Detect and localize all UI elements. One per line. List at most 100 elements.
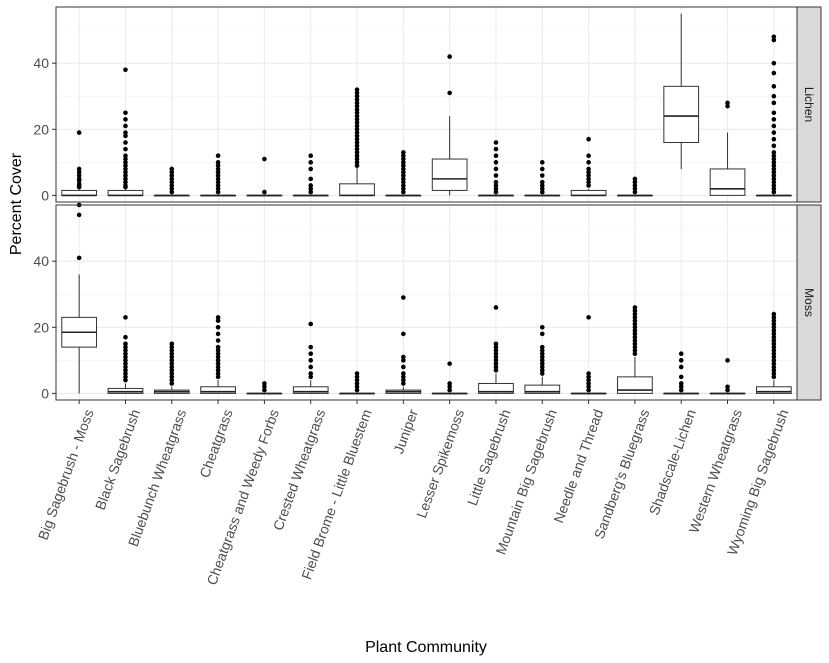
outlier-point <box>169 371 175 376</box>
outlier-point <box>123 361 128 366</box>
outlier-point <box>308 186 314 192</box>
outlier-point <box>632 311 638 317</box>
box-16 <box>755 34 792 197</box>
box-10 <box>478 305 514 394</box>
outlier-point <box>493 166 499 172</box>
x-tick-label: Needle and Thread <box>550 407 606 525</box>
box-5 <box>246 381 283 395</box>
y-tick-label: 40 <box>33 253 49 269</box>
outlier-point <box>539 179 545 185</box>
outlier-point <box>354 156 360 162</box>
outlier-point <box>354 136 360 142</box>
outlier-point <box>539 186 545 192</box>
box-8 <box>385 150 422 197</box>
outlier-point <box>771 136 777 142</box>
box-iqr <box>431 158 468 191</box>
outlier-point <box>632 341 638 347</box>
outlier-point <box>401 179 406 185</box>
y-tick-label: 20 <box>33 121 49 137</box>
box-9 <box>431 361 468 395</box>
outlier-point <box>123 354 128 360</box>
outlier-point <box>493 341 499 347</box>
outlier-point <box>308 183 314 188</box>
outlier-point <box>771 324 777 330</box>
panel-moss: Moss 0 20 40 <box>33 202 822 401</box>
outlier-point <box>771 186 777 192</box>
outlier-point <box>771 364 777 370</box>
outlier-point <box>771 37 777 43</box>
box-16 <box>755 311 792 394</box>
outlier-point <box>308 153 314 159</box>
outlier-point <box>493 173 499 178</box>
outlier-point <box>632 176 638 182</box>
outlier-point <box>586 153 591 159</box>
box-iqr <box>663 85 700 144</box>
box-iqr <box>524 384 561 394</box>
outlier-point <box>215 179 221 185</box>
outlier-point <box>447 361 452 366</box>
outlier-point <box>308 160 314 165</box>
outlier-point <box>123 371 128 376</box>
box-4 <box>200 315 236 394</box>
facet-strip <box>796 6 822 203</box>
outlier-point <box>215 354 221 360</box>
box-iqr <box>339 183 375 196</box>
box-14 <box>663 13 700 169</box>
box-1 <box>61 130 98 197</box>
outlier-point <box>632 183 638 188</box>
outlier-point <box>169 358 175 363</box>
outlier-point <box>771 351 777 357</box>
outlier-point <box>169 183 175 188</box>
outlier-point <box>771 34 777 40</box>
outlier-point <box>308 351 314 357</box>
outlier-point <box>354 374 360 380</box>
outlier-point <box>539 361 545 366</box>
outlier-point <box>771 334 777 340</box>
outlier-point <box>493 305 499 310</box>
outlier-point <box>401 331 406 337</box>
box-iqr <box>709 168 746 196</box>
outlier-point <box>354 110 360 116</box>
outlier-point <box>493 348 499 353</box>
outlier-point <box>539 367 545 373</box>
outlier-point <box>586 136 591 142</box>
outlier-point <box>493 140 499 145</box>
panel-background <box>56 205 797 400</box>
outlier-point <box>401 163 406 168</box>
outlier-point <box>725 100 730 106</box>
outlier-point <box>215 169 221 175</box>
outlier-point <box>493 351 499 357</box>
outlier-point <box>771 153 777 159</box>
box-4 <box>200 153 236 197</box>
box-7 <box>339 371 375 395</box>
outlier-point <box>354 160 360 165</box>
outlier-point <box>539 364 545 370</box>
outlier-point <box>215 173 221 178</box>
outlier-point <box>771 93 777 99</box>
outlier-point <box>354 100 360 106</box>
outlier-point <box>169 374 175 380</box>
box-3 <box>153 166 190 197</box>
outlier-point <box>771 163 777 168</box>
outlier-point <box>539 166 545 172</box>
outlier-point <box>76 130 82 135</box>
outlier-point <box>771 321 777 327</box>
outlier-point <box>771 183 777 188</box>
box-13 <box>617 176 653 197</box>
outlier-point <box>771 354 777 360</box>
outlier-point <box>771 358 777 363</box>
outlier-point <box>169 364 175 370</box>
outlier-point <box>493 189 499 195</box>
outlier-point <box>447 54 452 59</box>
outlier-point <box>771 100 777 106</box>
outlier-point <box>123 163 128 168</box>
outlier-point <box>632 321 638 327</box>
outlier-point <box>262 156 267 162</box>
outlier-point <box>771 173 777 178</box>
outlier-point <box>447 90 452 96</box>
outlier-point <box>586 387 591 393</box>
y-axis-title: Percent Cover <box>8 152 25 255</box>
facet-strip-label: Moss <box>802 288 816 317</box>
outlier-point <box>632 351 638 357</box>
outlier-point <box>632 344 638 350</box>
